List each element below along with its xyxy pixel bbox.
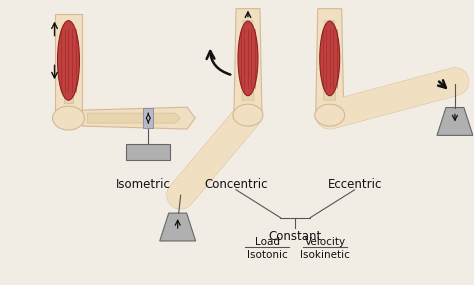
Polygon shape: [82, 107, 195, 129]
Polygon shape: [324, 21, 336, 100]
Polygon shape: [234, 9, 262, 112]
Polygon shape: [242, 21, 254, 100]
Text: Concentric: Concentric: [204, 178, 268, 191]
Text: Load: Load: [255, 237, 280, 247]
Ellipse shape: [320, 21, 340, 96]
Text: Isokinetic: Isokinetic: [301, 251, 350, 260]
Text: Eccentric: Eccentric: [328, 178, 382, 191]
Text: Isometric: Isometric: [116, 178, 171, 191]
Text: Velocity: Velocity: [305, 237, 346, 247]
Ellipse shape: [238, 21, 258, 96]
Polygon shape: [55, 14, 82, 113]
Polygon shape: [160, 213, 196, 241]
Ellipse shape: [57, 21, 80, 100]
Bar: [143, 108, 153, 128]
Ellipse shape: [53, 106, 84, 130]
Text: Constant: Constant: [269, 230, 322, 243]
Ellipse shape: [233, 104, 263, 126]
Ellipse shape: [315, 104, 345, 126]
Text: Isotonic: Isotonic: [247, 251, 288, 260]
Polygon shape: [87, 113, 180, 123]
Polygon shape: [437, 107, 473, 135]
Bar: [127, 144, 170, 160]
Polygon shape: [64, 24, 73, 103]
Polygon shape: [316, 9, 344, 112]
